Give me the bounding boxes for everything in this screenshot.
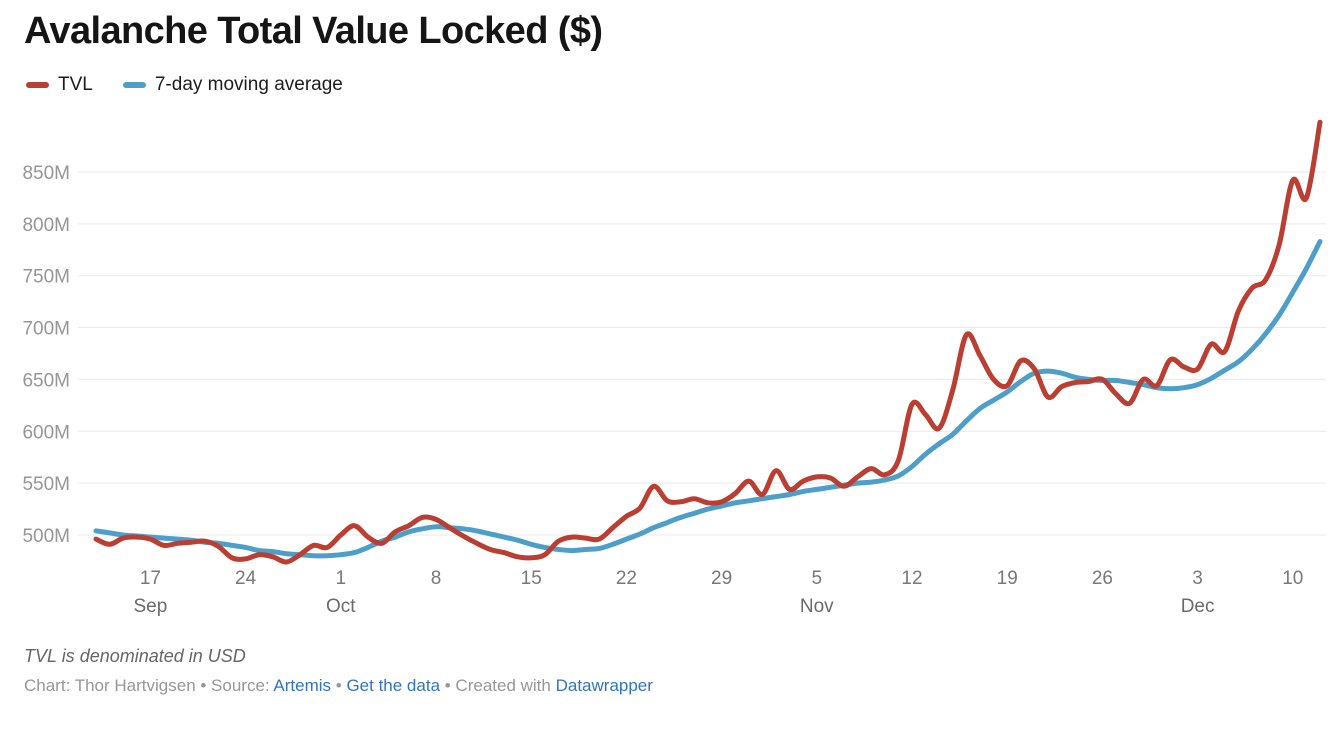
- line-chart-canvas[interactable]: 500M 550M 600M 650M 700M 750M 800M 850M 17 Sep 24 1…: [0, 104, 1332, 624]
- legend-label-tvl: TVL: [58, 73, 93, 95]
- legend: TVL 7-day moving average: [26, 74, 1332, 96]
- x-axis-day-label: 22: [616, 568, 637, 589]
- y-axis-tick-label: 750M: [22, 266, 70, 287]
- y-axis-tick-label: 850M: [22, 163, 70, 184]
- x-axis-day-label: 26: [1092, 568, 1113, 589]
- moving-average-line: [93, 238, 1323, 559]
- legend-item-moving-average: 7-day moving average: [122, 73, 343, 96]
- x-axis-day-label: 8: [431, 568, 442, 589]
- x-axis-day-label: 12: [901, 568, 922, 589]
- x-axis-day-label: 3: [1192, 568, 1203, 589]
- x-axis-day-label: 29: [711, 568, 732, 589]
- credit-sep1: •: [331, 675, 347, 695]
- x-axis-day-label: 19: [997, 568, 1018, 589]
- credit-prefix: Chart: Thor Hartvigsen • Source:: [24, 675, 274, 695]
- datawrapper-link[interactable]: Datawrapper: [555, 675, 653, 695]
- x-axis-month-label: Sep: [133, 596, 167, 617]
- x-axis-month-label: Nov: [800, 596, 834, 617]
- tvl-line: [93, 119, 1323, 565]
- credit-line: Chart: Thor Hartvigsen • Source: Artemis…: [24, 676, 1332, 696]
- y-axis-tick-label: 550M: [22, 474, 70, 495]
- chart-page: Avalanche Total Value Locked ($) TVL 7-d…: [0, 10, 1332, 737]
- x-axis-day-label: 17: [140, 568, 161, 589]
- y-axis-tick-label: 600M: [22, 422, 70, 443]
- source-link[interactable]: Artemis: [273, 675, 332, 695]
- x-axis-day-label: 5: [812, 568, 823, 589]
- y-axis-tick-label: 500M: [22, 526, 70, 547]
- credit-sep2: • Created with: [440, 675, 556, 695]
- y-axis-tick-label: 700M: [22, 318, 70, 339]
- tvl-swatch-icon: [26, 81, 49, 88]
- x-axis-day-label: 15: [521, 568, 542, 589]
- x-axis-month-label: Oct: [326, 596, 356, 617]
- x-axis-month-label: Dec: [1181, 596, 1215, 617]
- x-axis-day-label: 1: [336, 568, 347, 589]
- legend-label-moving-average: 7-day moving average: [154, 73, 343, 95]
- legend-item-tvl: TVL: [26, 74, 93, 96]
- x-axis-day-label: 24: [235, 568, 257, 589]
- x-axis-day-label: 10: [1282, 568, 1303, 589]
- chart-note: TVL is denominated in USD: [24, 645, 246, 666]
- y-axis-tick-label: 650M: [22, 370, 70, 391]
- page-title: Avalanche Total Value Locked ($): [24, 10, 603, 52]
- y-axis-tick-label: 800M: [22, 215, 70, 236]
- get-the-data-link[interactable]: Get the data: [346, 675, 441, 695]
- moving-average-swatch-icon: [122, 81, 146, 88]
